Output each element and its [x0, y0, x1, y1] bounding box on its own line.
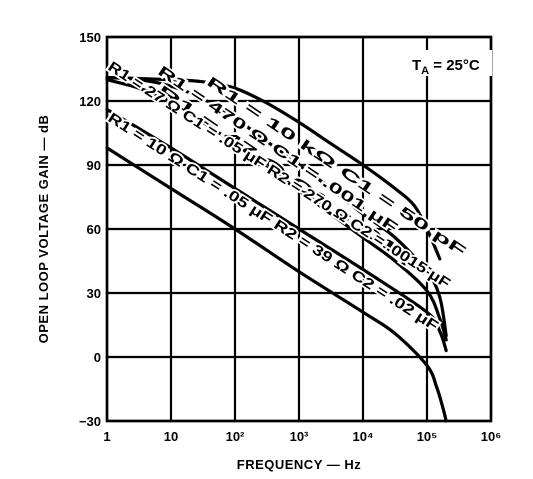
- curves: [105, 75, 448, 423]
- y-tick-label: 120: [79, 94, 101, 109]
- annotation-box: TA = 25°C: [404, 50, 492, 77]
- x-tick-label: 10⁶: [481, 429, 501, 444]
- x-axis-label: FREQUENCY — Hz: [237, 457, 362, 472]
- x-tick-label: 10²: [226, 429, 245, 444]
- series-line-1: [105, 75, 442, 261]
- y-tick-label: −30: [79, 414, 101, 429]
- x-tick-label: 10³: [290, 429, 309, 444]
- x-tick-label: 10⁴: [353, 429, 374, 444]
- series-line-5: [105, 146, 448, 423]
- series-line-3: [105, 78, 448, 342]
- y-tick-label: 0: [94, 350, 101, 365]
- series-line-4: [105, 107, 448, 353]
- y-tick-label: 150: [79, 30, 101, 45]
- x-tick-label: 10: [164, 429, 178, 444]
- y-tick-label: 90: [87, 158, 101, 173]
- plot-frame: [105, 35, 493, 423]
- series-line-2: [105, 75, 448, 338]
- temperature-annotation: TA = 25°C: [412, 57, 480, 77]
- x-tick-label: 10⁵: [417, 429, 438, 444]
- x-tick-label: 1: [103, 429, 110, 444]
- tick-labels: 1 10 10² 10³ 10⁴ 10⁵ 10⁶ −30 0 30 60 90 120 150: [79, 30, 501, 444]
- y-tick-label: 30: [87, 286, 101, 301]
- y-axis-label: OPEN LOOP VOLTAGE GAIN — dB: [36, 115, 51, 344]
- y-tick-label: 60: [87, 222, 101, 237]
